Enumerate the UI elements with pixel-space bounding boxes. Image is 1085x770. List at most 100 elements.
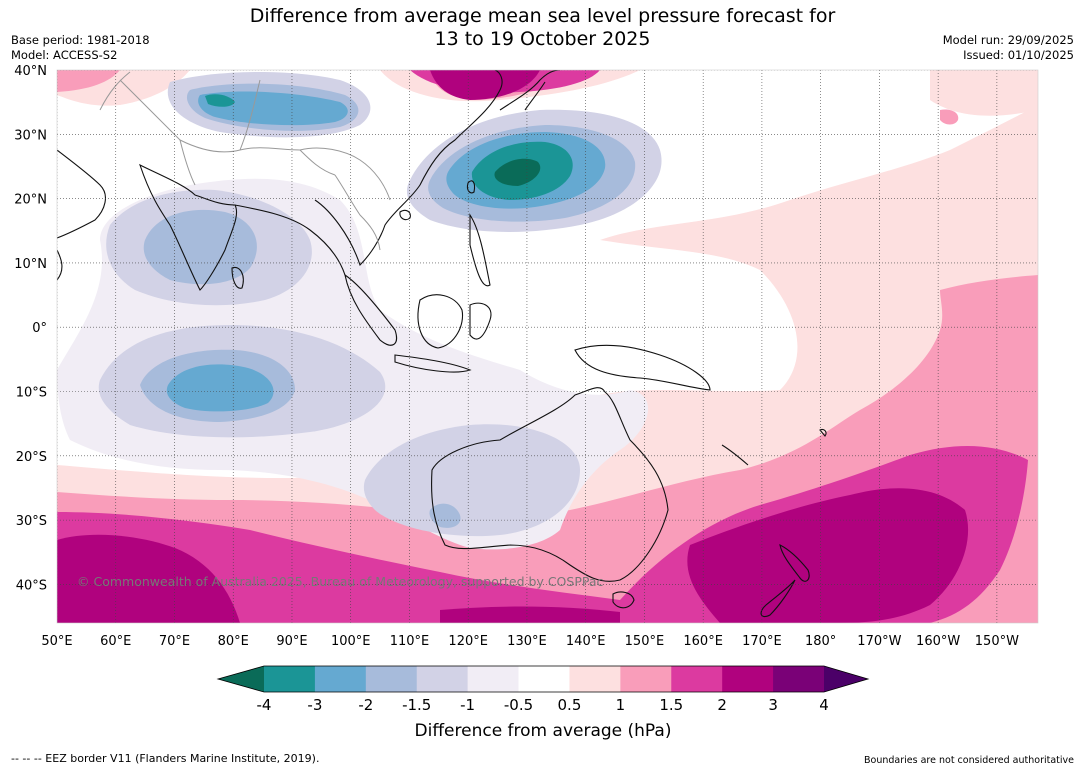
colorbar-tick-label: -4	[257, 696, 272, 714]
colorbar-tick-label: 2	[717, 696, 727, 714]
sumatra-coast	[344, 273, 398, 346]
issued-date: Issued: 01/10/2025	[963, 48, 1074, 62]
colorbar-under-arrow	[218, 666, 264, 692]
colorbar-tick-label: -3	[307, 696, 322, 714]
new-zealand-coast	[760, 544, 810, 618]
colorbar-segment	[365, 666, 418, 692]
gridlines	[57, 70, 1038, 623]
new-guinea-coast	[574, 344, 711, 391]
run-info: Model run: 29/09/2025 Issued: 01/10/2025	[943, 33, 1074, 63]
colorbar-tick-label: 0.5	[558, 696, 582, 714]
colorbar-over-arrow	[824, 666, 868, 692]
colorbar-tick-label: 4	[819, 696, 829, 714]
colorbar-label: Difference from average (hPa)	[415, 721, 672, 741]
colorbar-segment	[773, 666, 825, 692]
lon-tick-label: 90°E	[276, 634, 307, 649]
map-frame	[56, 69, 1039, 624]
india-coast	[139, 163, 238, 291]
borneo-coast	[417, 294, 464, 349]
longitude-ticks: 50°E 60°E 70°E 80°E 90°E 100°E 110°E 120°E 130°E…	[41, 634, 1019, 649]
lon-tick-label: 120°E	[448, 634, 488, 649]
chart-title: Difference from average mean sea level p…	[0, 5, 1085, 51]
sulawesi-coast	[469, 302, 492, 340]
negative-anomaly-level-3	[166, 364, 274, 412]
philippines-coast	[469, 213, 491, 287]
africa-coast	[57, 249, 63, 281]
lat-tick-label: 30°N	[14, 128, 47, 143]
lat-tick-label: 10°N	[14, 257, 47, 272]
lat-tick-label: 40°N	[14, 64, 47, 79]
lon-tick-label: 60°E	[100, 634, 131, 649]
se-asia-coast	[234, 70, 503, 276]
australia-coast	[431, 387, 669, 582]
lon-tick-label: 140°E	[566, 634, 606, 649]
title-line-1: Difference from average mean sea level p…	[249, 5, 836, 27]
latitude-ticks: 40°N 30°N 20°N 10°N 0° 10°S 20°S 30°S 40°S	[14, 64, 47, 593]
positive-anomaly-level-3	[57, 534, 240, 623]
colorbar-tick-label: 3	[768, 696, 778, 714]
tasmania-coast	[612, 591, 635, 609]
model-run: Model run: 29/09/2025	[942, 33, 1074, 47]
colorbar-tick-label: -0.5	[504, 696, 533, 714]
lat-tick-label: 10°S	[16, 386, 47, 401]
colorbar-outline	[216, 665, 870, 693]
colorbar: -4 -3 -2 -1.5 -1 -0.5 0.5 1 1.5 2 3 4	[216, 665, 870, 714]
model-info: Base period: 1981-2018 Model: ACCESS-S2	[11, 33, 150, 63]
lon-tick-label: 70°E	[159, 634, 190, 649]
newcaledonia-coast	[721, 444, 749, 466]
boundaries-note: Boundaries are not considered authoritat…	[864, 755, 1074, 766]
border-lines	[99, 71, 391, 251]
lat-tick-label: 20°S	[16, 450, 47, 465]
colorbar-tick-label: -1.5	[402, 696, 431, 714]
colorbar-tick-label: -2	[358, 696, 373, 714]
model-name: Model: ACCESS-S2	[11, 48, 118, 62]
lon-tick-label: 100°E	[331, 634, 371, 649]
lon-tick-label: 160°E	[683, 634, 723, 649]
lon-tick-label: 180°	[805, 634, 836, 649]
colorbar-segment	[264, 666, 316, 692]
lon-tick-label: 80°E	[218, 634, 249, 649]
positive-anomaly-level-3d	[430, 70, 540, 100]
coastlines	[57, 70, 827, 618]
positive-anomaly-level-3b	[687, 488, 969, 623]
japan-coast	[499, 70, 561, 111]
fiji-coast	[819, 428, 827, 437]
colorbar-segment	[671, 666, 723, 692]
colorbar-tick-label: 1.5	[659, 696, 683, 714]
title-line-2: 13 to 19 October 2025	[434, 28, 651, 50]
lon-tick-label: 150°E	[625, 634, 665, 649]
arabia-coast	[57, 149, 106, 239]
java-coast	[394, 354, 472, 373]
positive-anomaly-level-1b	[57, 70, 120, 92]
colorbar-segment	[518, 666, 570, 692]
negative-anomaly-level-5	[494, 158, 541, 186]
colorbar-segment	[314, 666, 367, 692]
taiwan-coast	[466, 180, 476, 194]
negative-anomaly-level-3b	[198, 91, 348, 126]
anomaly-field	[57, 70, 1038, 623]
lon-tick-label: 170°E	[742, 634, 782, 649]
negative-anomaly-level-4b	[205, 94, 235, 107]
lon-tick-label: 130°E	[507, 634, 547, 649]
colorbar-segment	[620, 666, 672, 692]
base-period: Base period: 1981-2018	[11, 33, 150, 47]
country-borders	[99, 71, 391, 251]
lon-tick-label: 50°E	[41, 634, 72, 649]
colorbar-segment	[569, 666, 621, 692]
lon-tick-label: 150°W	[975, 634, 1019, 649]
lat-tick-label: 20°N	[14, 193, 47, 208]
colorbar-segment	[416, 666, 469, 692]
positive-anomaly-northeast	[930, 70, 1038, 116]
negative-anomaly-level-2e	[429, 503, 461, 528]
negative-anomaly-level-1c	[363, 424, 580, 537]
positive-anomaly-level-1c	[940, 109, 959, 125]
lon-tick-label: 160°W	[916, 634, 960, 649]
colorbar-tick-label: -1	[460, 696, 475, 714]
colorbar-tick-label: 1	[616, 696, 626, 714]
positive-anomaly-level-3c	[440, 606, 620, 623]
lat-tick-label: 40°S	[16, 578, 47, 593]
copyright-notice: © Commonwealth of Australia 2025, Bureau…	[77, 574, 603, 589]
lat-tick-label: 30°S	[16, 514, 47, 529]
colorbar-segment	[722, 666, 774, 692]
